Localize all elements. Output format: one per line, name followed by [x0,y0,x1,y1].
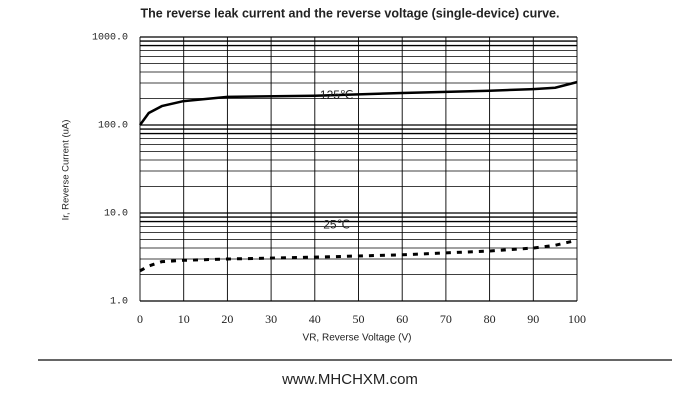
x-tick-label: 30 [265,312,277,326]
chart-title: The reverse leak current and the reverse… [141,6,560,20]
y-tick-label: 10.0 [104,209,128,220]
footer: www.MHCHXM.com [281,371,418,388]
y-axis-label: Ir, Reverse Current (uA) [61,120,72,221]
x-tick-label: 80 [484,312,496,326]
x-tick-label: 50 [353,312,365,326]
series-line [138,80,578,126]
x-axis-label: VR, Reverse Voltage (V) [303,333,412,344]
y-tick-label: 1.0 [110,297,128,308]
y-tick-label: 1000.0 [92,33,128,44]
x-tick-label: 70 [440,312,452,326]
x-tick-label: 0 [137,312,143,326]
x-tick-label: 40 [309,312,321,326]
x-tick-label: 100 [568,312,586,326]
x-tick-label: 20 [221,312,233,326]
x-tick-label: 10 [178,312,190,326]
series-label: 125℃ [320,88,354,102]
x-tick-label: 60 [396,312,408,326]
x-tick-label: 90 [527,312,539,326]
series-line [139,238,578,273]
series-label: 25℃ [323,217,350,231]
y-tick-label: 100.0 [98,121,128,132]
